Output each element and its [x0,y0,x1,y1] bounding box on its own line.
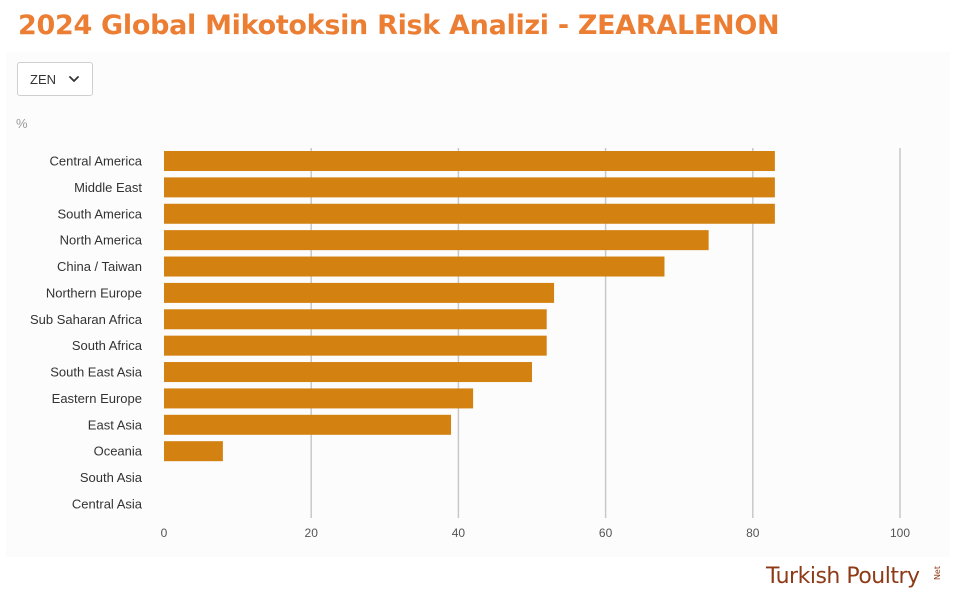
bar[interactable] [164,282,555,303]
bar[interactable] [164,309,547,330]
unit-label: % [16,116,28,131]
x-tick-label: 80 [746,526,760,540]
category-label: Middle East [74,180,142,195]
turkish-poultry-logo: Turkish Poultry Net [766,562,946,594]
category-label: South Africa [72,338,143,353]
chevron-down-icon [69,76,79,82]
x-tick-label: 100 [890,526,910,540]
category-label: East Asia [88,417,143,432]
bar[interactable] [164,256,665,277]
category-label: Eastern Europe [52,391,142,406]
dropdown-selected-value: ZEN [30,72,56,87]
x-tick-label: 20 [305,526,319,540]
bars [164,151,775,462]
grid-lines [310,148,901,518]
category-label: Northern Europe [46,285,142,300]
logo-suffix: Net [933,566,942,581]
x-tick-label: 40 [452,526,466,540]
bar[interactable] [164,177,775,198]
category-label: Central Asia [72,496,143,511]
page-title: 2024 Global Mikotoksin Risk Analizi - ZE… [18,10,780,41]
bar[interactable] [164,388,474,409]
category-label: North America [60,233,143,248]
x-tick-label: 0 [161,526,168,540]
chart-panel [6,52,950,557]
bar[interactable] [164,414,452,435]
bar[interactable] [164,230,709,251]
bar[interactable] [164,335,547,356]
category-labels: Central America Middle East South America N… [30,154,143,512]
bar[interactable] [164,151,775,171]
category-label: South East Asia [50,365,143,380]
x-axis-ticks: 0 20 40 60 80 100 [161,526,911,540]
category-label: China / Taiwan [57,259,142,274]
category-label: Central America [50,154,143,169]
bar[interactable] [164,203,775,224]
x-tick-label: 60 [599,526,613,540]
bar[interactable] [164,441,223,462]
mycotoxin-dropdown[interactable]: ZEN [17,62,93,96]
category-label: South America [57,206,142,221]
category-label: Oceania [94,444,143,459]
category-label: South Asia [80,470,143,485]
logo-text: Turkish Poultry [766,564,920,589]
bar[interactable] [164,362,532,383]
category-label: Sub Saharan Africa [30,312,143,327]
